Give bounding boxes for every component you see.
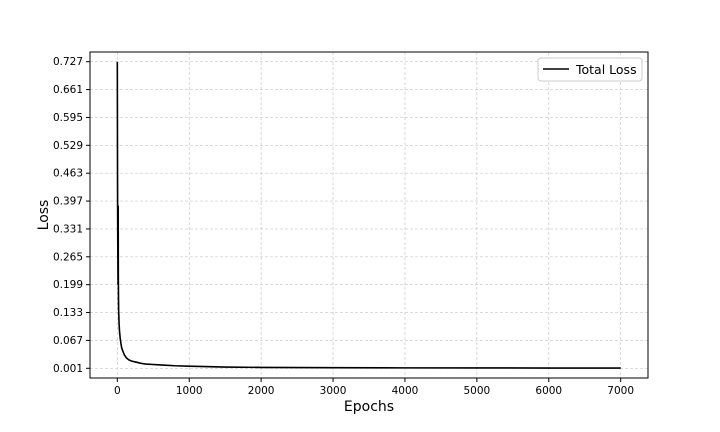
- y-tick-label: 0.727: [53, 56, 83, 68]
- series-layer: [116, 61, 621, 369]
- legend-label: Total Loss: [575, 62, 637, 77]
- x-tick-label: 7000: [607, 385, 634, 397]
- y-tick-label: 0.133: [53, 307, 83, 319]
- y-tick-label: 0.265: [53, 251, 83, 263]
- y-axis: 0.001 0.067 0.133 0.199 0.265 0.331 0.397 0.463…: [53, 56, 90, 375]
- y-tick-label: 0.529: [53, 140, 83, 152]
- y-tick-label: 0.463: [53, 168, 83, 180]
- plot-frame: [89, 51, 649, 379]
- y-tick-label: 0.661: [53, 84, 83, 96]
- x-tick-label: 6000: [535, 385, 562, 397]
- y-tick-label: 0.595: [53, 112, 83, 124]
- x-axis: 0 1000 2000 3000 4000 5000 6000 7000: [114, 378, 634, 397]
- y-tick-label: 0.397: [53, 196, 83, 208]
- y-axis-title: Loss: [36, 200, 52, 231]
- x-tick-label: 3000: [320, 385, 347, 397]
- y-tick-label: 0.331: [53, 223, 83, 235]
- y-tick-label: 0.199: [53, 279, 83, 291]
- series-line-total-loss: [116, 61, 621, 369]
- legend: Total Loss: [537, 57, 643, 82]
- x-tick-label: 1000: [176, 385, 203, 397]
- x-tick-label: 4000: [392, 385, 419, 397]
- x-axis-title: Epochs: [344, 399, 394, 415]
- x-tick-label: 2000: [248, 385, 275, 397]
- x-tick-label: 0: [114, 385, 121, 397]
- y-tick-label: 0.067: [53, 335, 83, 347]
- y-tick-label: 0.001: [53, 363, 83, 375]
- x-tick-label: 5000: [463, 385, 490, 397]
- grid: [90, 52, 648, 378]
- legend-box: [537, 57, 643, 82]
